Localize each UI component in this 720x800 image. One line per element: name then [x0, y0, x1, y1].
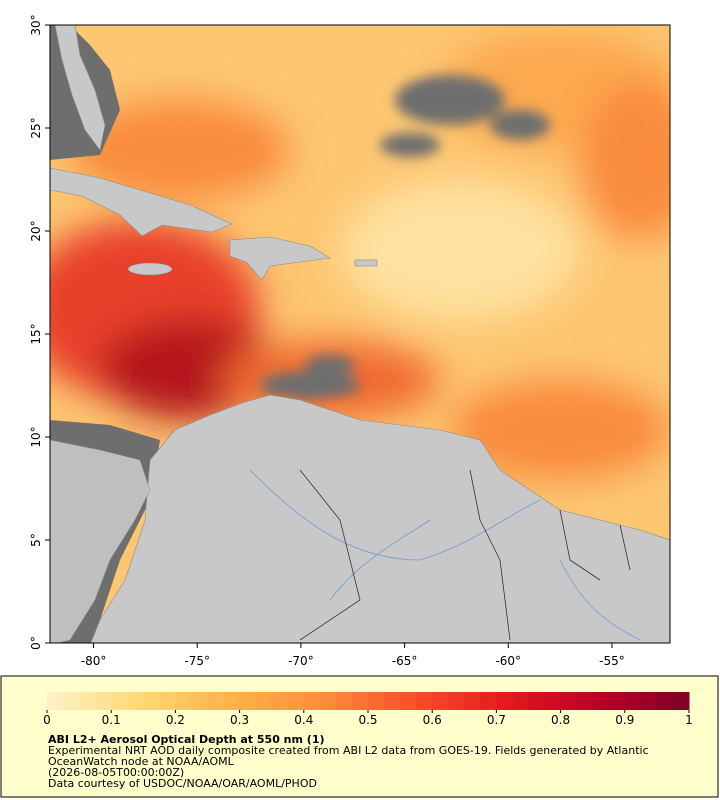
aerosol-field: [50, 30, 670, 480]
colorbar-segment: [63, 692, 80, 710]
map-image: [50, 25, 670, 643]
colorbar-segment: [624, 692, 642, 710]
colorbar-segment: [175, 692, 192, 710]
colorbar-segment: [319, 692, 337, 710]
colorbar-segment: [287, 692, 305, 710]
colorbar-segment: [223, 692, 241, 710]
axes: -80° -75° -70° -65° -60° -55° 0° 5° 10° 15° 20° 25°…: [29, 14, 625, 668]
caption-line: Experimental NRT AOD daily composite cre…: [48, 744, 649, 757]
colorbar-segment: [207, 692, 225, 710]
colorbar-segment: [127, 692, 144, 710]
colorbar-segment: [448, 692, 465, 710]
colorbar-segment: [512, 692, 529, 710]
colorbar-segment: [351, 692, 369, 710]
border: [299, 469, 631, 641]
colorbar-tick-label: 0.1: [102, 713, 121, 727]
colorbar-segment: [544, 692, 562, 710]
x-tick-label: -60°: [495, 654, 521, 668]
colorbar-segment: [47, 692, 64, 710]
colorbar-tick-label: 0.6: [423, 713, 442, 727]
colorbar-segment: [640, 692, 658, 710]
colorbar-segment: [255, 692, 273, 710]
colorbar: 0 0.1 0.2 0.3 0.4 0.5 0.6 0.7 0.8 0.9 1: [43, 692, 693, 727]
colorbar-tick-label: 1: [685, 713, 693, 727]
colorbar-segment: [303, 692, 321, 710]
colorbar-segment: [592, 692, 610, 710]
colorbar-segment: [79, 692, 96, 710]
caption-line: (2026-08-05T00:00:00Z): [48, 766, 184, 779]
x-tick-label: -75°: [184, 654, 210, 668]
caption-title: ABI L2+ Aerosol Optical Depth at 550 nm …: [48, 733, 325, 746]
colorbar-tick-label: 0.2: [166, 713, 185, 727]
x-tick-label: -65°: [392, 654, 418, 668]
colorbar-tick-label: 0.7: [487, 713, 506, 727]
x-tick-label: -55°: [599, 654, 625, 668]
colorbar-segment: [384, 692, 401, 710]
colorbar-segment: [672, 692, 690, 710]
colorbar-segment: [560, 692, 578, 710]
y-tick-label: 25°: [29, 117, 43, 138]
colorbar-segment: [608, 692, 626, 710]
colorbar-segment: [335, 692, 353, 710]
caption-line: OceanWatch node at NOAA/AOML: [48, 755, 235, 768]
no-data-cloud: [260, 75, 550, 399]
y-tick-label: 30°: [29, 14, 43, 35]
colorbar-segment: [464, 692, 481, 710]
x-tick-label: -70°: [288, 654, 314, 668]
colorbar-tick-label: 0.4: [294, 713, 313, 727]
colorbar-segment: [239, 692, 257, 710]
land: [50, 25, 670, 643]
y-tick-label: 0°: [29, 636, 43, 650]
y-tick-label: 5°: [29, 533, 43, 547]
colorbar-segment: [496, 692, 513, 710]
colorbar-segment: [143, 692, 160, 710]
colorbar-segment: [368, 692, 385, 710]
y-tick-label: 20°: [29, 220, 43, 241]
colorbar-segment: [111, 692, 128, 710]
colorbar-segment: [191, 692, 208, 710]
colorbar-segment: [432, 692, 449, 710]
colorbar-tick-label: 0: [43, 713, 51, 727]
colorbar-segment: [159, 692, 176, 710]
colorbar-segment: [95, 692, 112, 710]
river: [249, 469, 641, 641]
colorbar-segment: [528, 692, 546, 710]
colorbar-tick-label: 0.3: [230, 713, 249, 727]
colorbar-tick-label: 0.9: [615, 713, 634, 727]
colorbar-segment: [416, 692, 433, 710]
caption-line: Data courtesy of USDOC/NOAA/OAR/AOML/PHO…: [48, 777, 317, 790]
colorbar-tick-label: 0.5: [358, 713, 377, 727]
x-tick-label: -80°: [81, 654, 107, 668]
colorbar-segment: [656, 692, 674, 710]
colorbar-segment: [480, 692, 497, 710]
colorbar-segment: [271, 692, 289, 710]
colorbar-tick-label: 0.8: [551, 713, 570, 727]
colorbar-segment: [576, 692, 594, 710]
y-tick-label: 10°: [29, 426, 43, 447]
colorbar-segment: [400, 692, 417, 710]
y-tick-label: 15°: [29, 323, 43, 344]
